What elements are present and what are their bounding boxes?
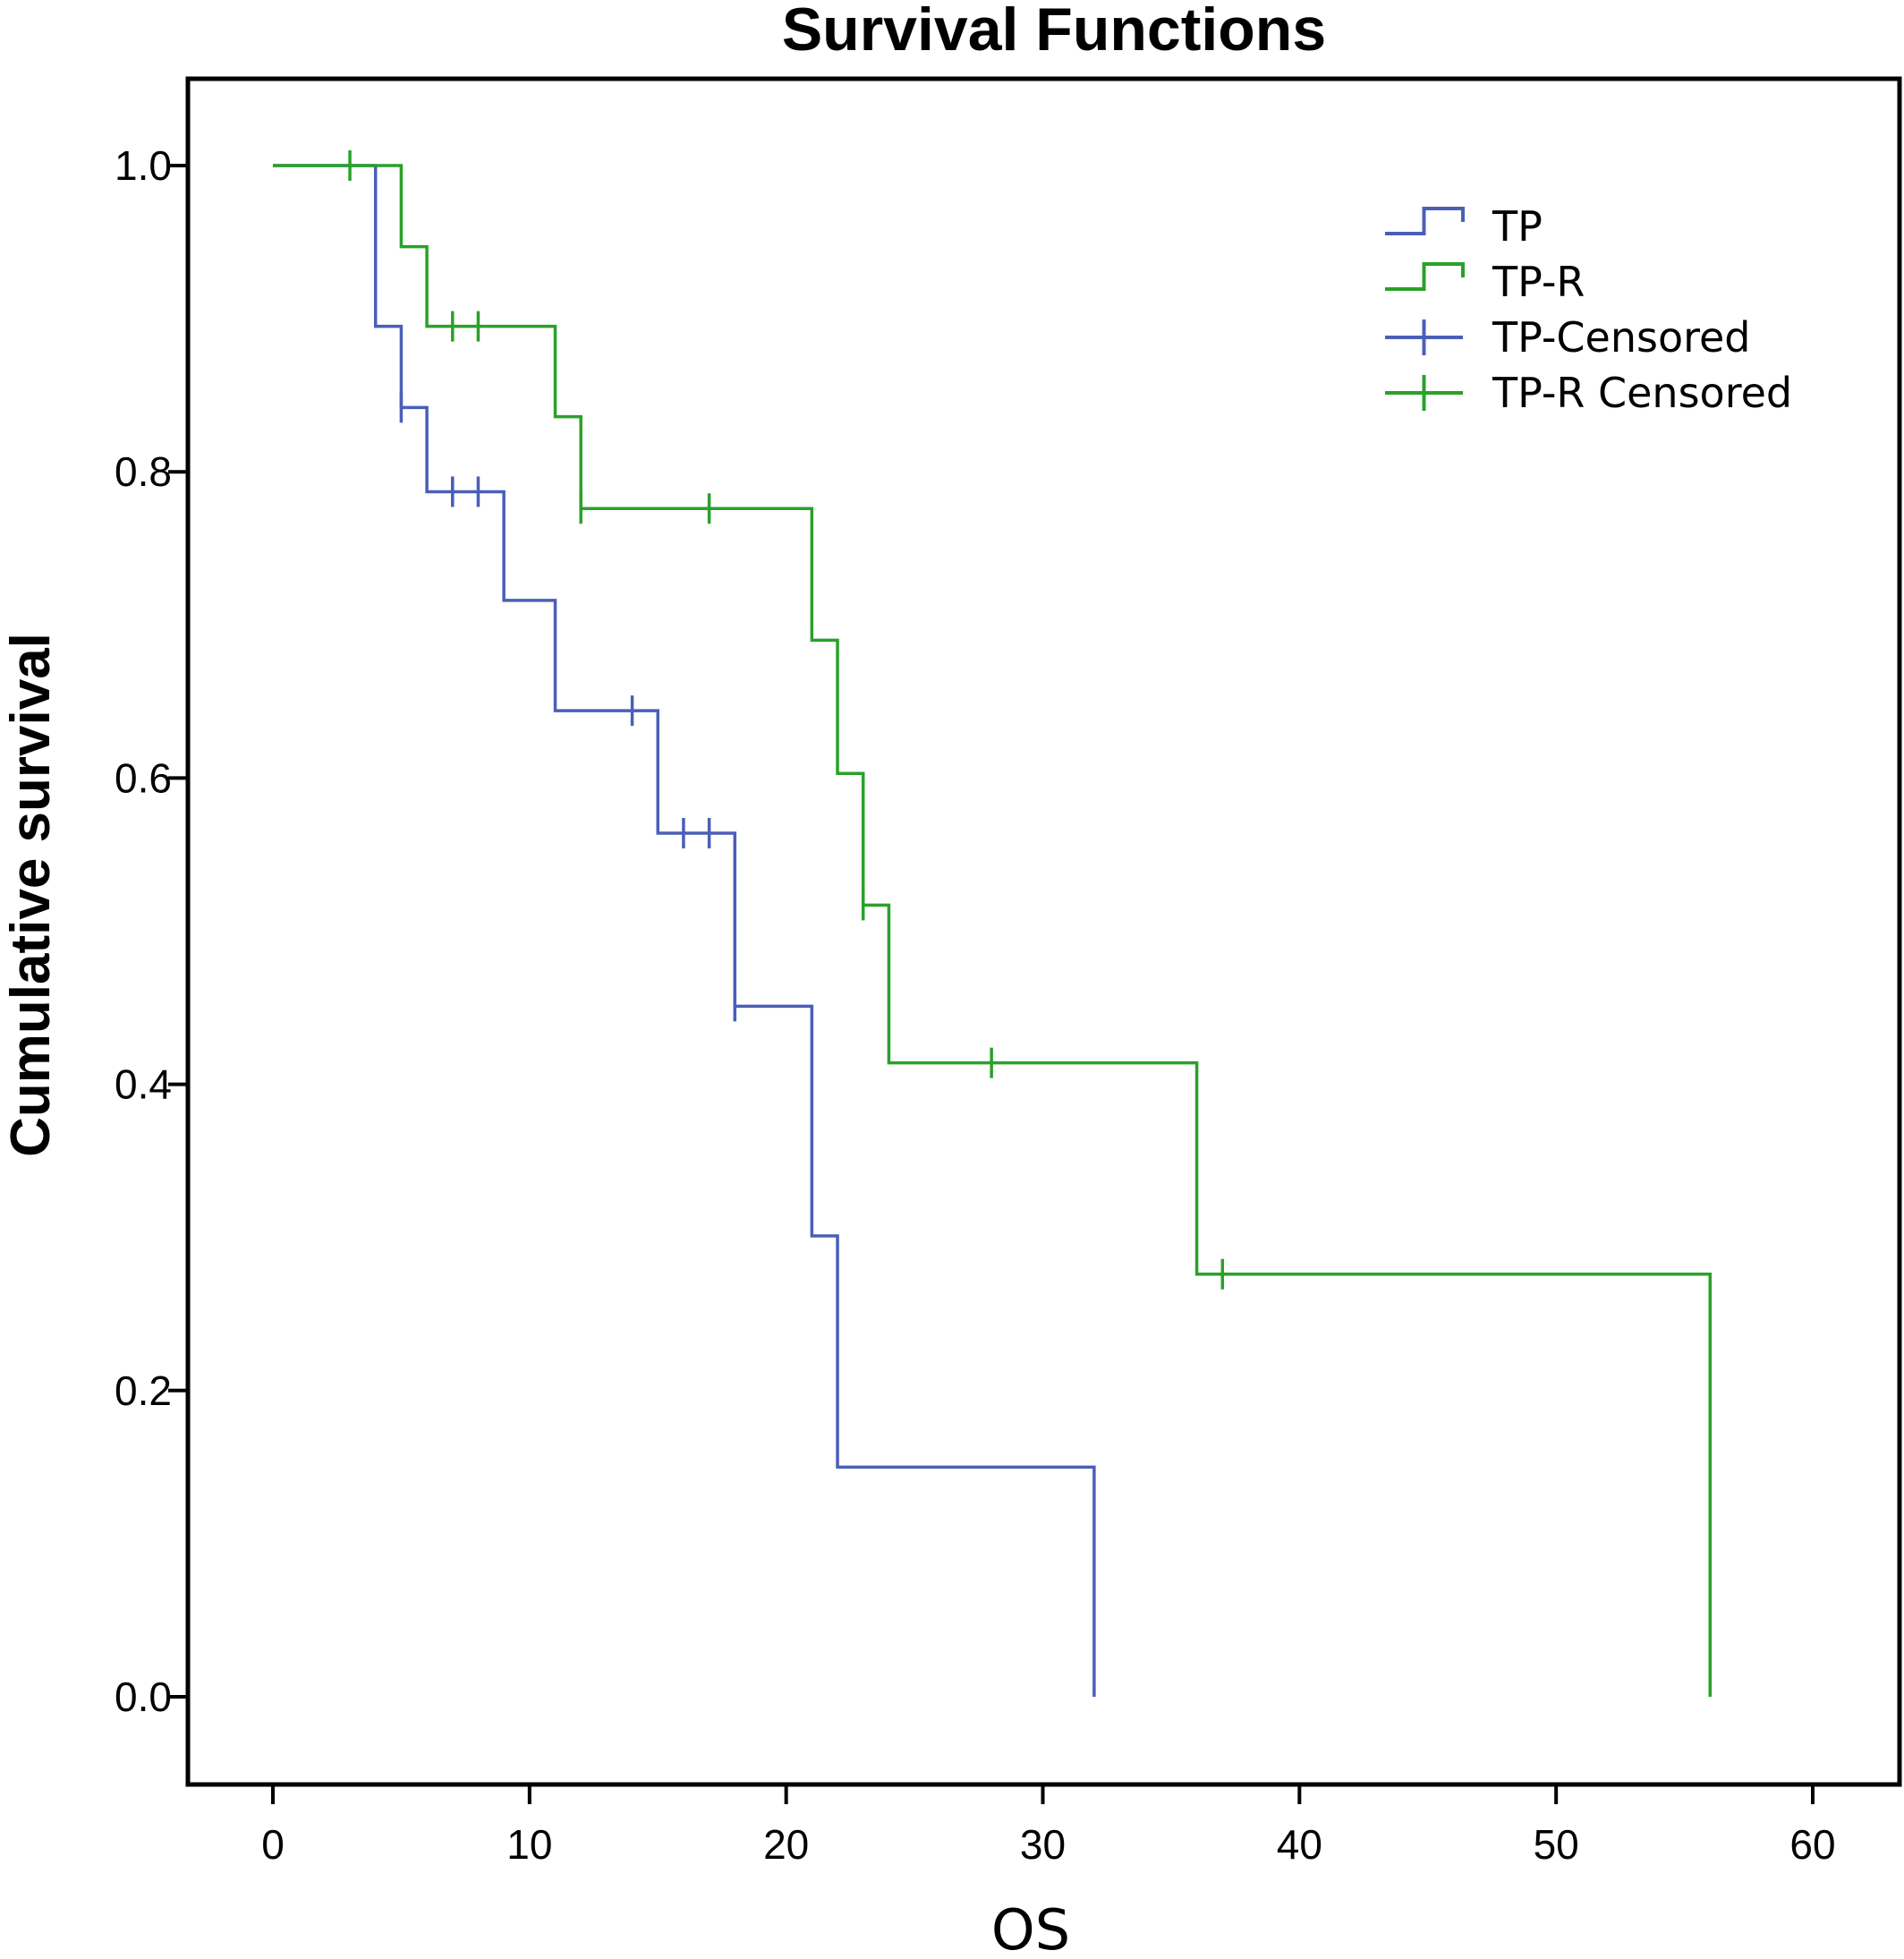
legend-label: TP-R (1492, 258, 1585, 306)
y-tick-label: 0.0 (115, 1674, 172, 1720)
series-tp-r (273, 150, 1713, 1697)
legend-label: TP-Censored (1492, 313, 1751, 362)
x-tick-label: 0 (261, 1821, 285, 1868)
y-tick-label: 0.6 (115, 754, 172, 801)
legend: TP TP-R TP-Censored TP-R Censored (1385, 202, 1792, 417)
legend-item-tp-r-censored: TP-R Censored (1385, 369, 1792, 417)
y-tick-label: 1.0 (115, 142, 172, 189)
x-axis-label: OS (991, 1897, 1070, 1955)
y-axis-label: Cumulative survival (0, 633, 62, 1157)
legend-item-tp-r: TP-R (1385, 258, 1585, 306)
legend-swatch-step (1385, 262, 1465, 291)
series-layer (273, 150, 1713, 1697)
legend-label: TP (1492, 202, 1543, 251)
y-tick-label: 0.8 (115, 448, 172, 495)
legend-swatch-step (1385, 207, 1465, 235)
x-tick-label: 30 (1020, 1821, 1066, 1868)
axes: 0 10 20 30 40 50 60 0.0 0.2 0.4 0.6 0.8 1.0 (115, 142, 1836, 1868)
x-tick-label: 50 (1534, 1821, 1579, 1868)
survival-curve-tp (273, 164, 1096, 1697)
x-tick-label: 40 (1277, 1821, 1322, 1868)
legend-item-tp: TP (1385, 202, 1543, 251)
legend-label: TP-R Censored (1492, 369, 1792, 417)
x-tick-label: 10 (506, 1821, 552, 1868)
legend-item-tp-censored: TP-Censored (1385, 313, 1751, 362)
y-tick-label: 0.4 (115, 1061, 172, 1108)
chart-title: Survival Functions (782, 0, 1326, 64)
x-tick-label: 20 (763, 1821, 809, 1868)
y-tick-label: 0.2 (115, 1367, 172, 1414)
x-tick-label: 60 (1789, 1821, 1835, 1868)
series-tp (273, 164, 1096, 1697)
survival-curve-tp-r (273, 164, 1713, 1697)
